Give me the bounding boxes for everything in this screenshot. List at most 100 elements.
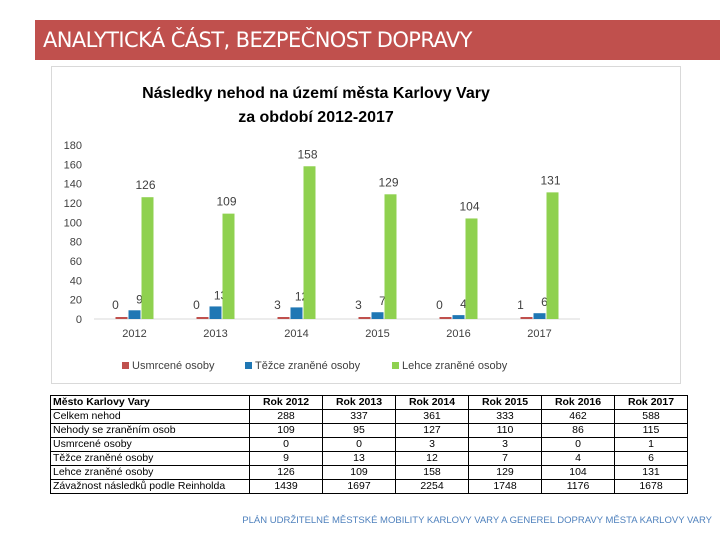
table-cell: 131 bbox=[614, 465, 688, 480]
table-cell: 110 bbox=[468, 423, 542, 438]
x-tick-label: 2014 bbox=[284, 328, 308, 340]
table-cell: 13 bbox=[322, 451, 396, 466]
row-label: Nehody se zraněním osob bbox=[50, 423, 250, 438]
bar-lehce-zranene bbox=[222, 213, 235, 319]
bar-lehce-zranene bbox=[303, 166, 316, 319]
table-cell: 588 bbox=[614, 409, 688, 424]
table-header-cell: Rok 2016 bbox=[541, 395, 615, 410]
table-row: Celkem nehod 288 337 361 333 462 588 bbox=[50, 409, 688, 424]
data-label: 6 bbox=[541, 295, 548, 309]
bar-tezce-zranene bbox=[290, 307, 303, 319]
table-row: Závažnost následků podle Reinholda 1439 16… bbox=[50, 479, 688, 494]
chart-area: Následky nehod na území města Karlovy Va… bbox=[51, 66, 681, 384]
row-label: Těžce zraněné osoby bbox=[50, 451, 250, 466]
table-row: Nehody se zraněním osob 109 95 127 110 86 115 bbox=[50, 423, 688, 438]
table-header-row: Město Karlovy Vary Rok 2012 Rok 2013 Rok 20… bbox=[50, 395, 688, 410]
table-header-cell: Město Karlovy Vary bbox=[50, 395, 250, 410]
legend-label: Usmrcené osoby bbox=[132, 360, 215, 372]
table-cell: 0 bbox=[322, 437, 396, 452]
data-label: 109 bbox=[216, 195, 236, 209]
bar-tezce-zranene bbox=[533, 313, 546, 319]
row-label: Celkem nehod bbox=[50, 409, 250, 424]
data-label: 131 bbox=[540, 173, 560, 187]
footer-text: PLÁN UDRŽITELNÉ MĚSTSKÉ MOBILITY KARLOVY… bbox=[242, 515, 712, 526]
bar-lehce-zranene bbox=[384, 194, 397, 319]
data-label: 7 bbox=[379, 294, 386, 308]
y-tick-label: 180 bbox=[64, 140, 82, 152]
page-title: ANALYTICKÁ ČÁST, BEZPEČNOST DOPRAVY bbox=[43, 28, 472, 52]
data-label: 0 bbox=[193, 298, 200, 312]
bar-tezce-zranene bbox=[209, 306, 222, 319]
y-tick-label: 120 bbox=[64, 198, 82, 210]
table-cell: 3 bbox=[468, 437, 542, 452]
data-label: 9 bbox=[136, 292, 143, 306]
data-label: 158 bbox=[297, 147, 317, 161]
bar-usmrcene bbox=[196, 317, 209, 319]
bar-tezce-zranene bbox=[452, 315, 465, 319]
legend-label: Lehce zraněné osoby bbox=[402, 360, 508, 372]
table-cell: 126 bbox=[249, 465, 323, 480]
y-tick-label: 20 bbox=[70, 295, 82, 307]
table-header-cell: Rok 2012 bbox=[249, 395, 323, 410]
data-label: 104 bbox=[459, 199, 479, 213]
bar-usmrcene bbox=[277, 317, 290, 319]
table-cell: 0 bbox=[541, 437, 615, 452]
row-label: Závažnost následků podle Reinholda bbox=[50, 479, 250, 494]
table-cell: 129 bbox=[468, 465, 542, 480]
data-label: 0 bbox=[112, 298, 119, 312]
bar-tezce-zranene bbox=[371, 312, 384, 319]
bar-lehce-zranene bbox=[465, 218, 478, 319]
y-tick-label: 60 bbox=[70, 256, 82, 268]
table-cell: 104 bbox=[541, 465, 615, 480]
table-cell: 1439 bbox=[249, 479, 323, 494]
table-cell: 158 bbox=[395, 465, 469, 480]
bar-usmrcene bbox=[358, 317, 371, 319]
x-tick-label: 2015 bbox=[365, 328, 389, 340]
table-cell: 333 bbox=[468, 409, 542, 424]
y-tick-label: 40 bbox=[70, 275, 82, 287]
table-header-cell: Rok 2013 bbox=[322, 395, 396, 410]
table-cell: 462 bbox=[541, 409, 615, 424]
chart-subtitle: za období 2012-2017 bbox=[238, 109, 394, 126]
table-header-cell: Rok 2014 bbox=[395, 395, 469, 410]
table-cell: 1678 bbox=[614, 479, 688, 494]
table-row: Těžce zraněné osoby 9 13 12 7 4 6 bbox=[50, 451, 688, 466]
table-cell: 361 bbox=[395, 409, 469, 424]
table-cell: 4 bbox=[541, 451, 615, 466]
x-tick-label: 2013 bbox=[203, 328, 227, 340]
data-label: 1 bbox=[517, 298, 524, 312]
data-label: 3 bbox=[274, 298, 281, 312]
legend-swatch bbox=[245, 362, 252, 369]
bar-usmrcene bbox=[439, 317, 452, 319]
table-cell: 337 bbox=[322, 409, 396, 424]
bar-chart: Následky nehod na území města Karlovy Va… bbox=[64, 85, 580, 372]
table-cell: 12 bbox=[395, 451, 469, 466]
table-cell: 86 bbox=[541, 423, 615, 438]
header-banner: ANALYTICKÁ ČÁST, BEZPEČNOST DOPRAVY bbox=[35, 20, 720, 60]
accident-table-wrap: Město Karlovy Vary Rok 2012 Rok 2013 Rok 20… bbox=[50, 395, 688, 494]
table-cell: 1697 bbox=[322, 479, 396, 494]
table-cell: 1748 bbox=[468, 479, 542, 494]
row-label: Usmrcené osoby bbox=[50, 437, 250, 452]
table-cell: 1176 bbox=[541, 479, 615, 494]
bar-lehce-zranene bbox=[141, 197, 154, 319]
legend-swatch bbox=[392, 362, 399, 369]
x-tick-label: 2012 bbox=[122, 328, 146, 340]
x-tick-label: 2017 bbox=[527, 328, 551, 340]
y-tick-label: 140 bbox=[64, 179, 82, 191]
table-cell: 7 bbox=[468, 451, 542, 466]
table-cell: 6 bbox=[614, 451, 688, 466]
bar-usmrcene bbox=[520, 317, 533, 319]
x-tick-label: 2016 bbox=[446, 328, 470, 340]
table-cell: 109 bbox=[322, 465, 396, 480]
table-cell: 95 bbox=[322, 423, 396, 438]
table-cell: 115 bbox=[614, 423, 688, 438]
y-tick-label: 80 bbox=[70, 237, 82, 249]
table-row: Lehce zraněné osoby 126 109 158 129 104 131 bbox=[50, 465, 688, 480]
legend-swatch bbox=[122, 362, 129, 369]
chart-title: Následky nehod na území města Karlovy Va… bbox=[142, 85, 490, 102]
bar-usmrcene bbox=[115, 317, 128, 319]
table-cell: 288 bbox=[249, 409, 323, 424]
data-label: 4 bbox=[460, 297, 467, 311]
data-label: 129 bbox=[378, 175, 398, 189]
